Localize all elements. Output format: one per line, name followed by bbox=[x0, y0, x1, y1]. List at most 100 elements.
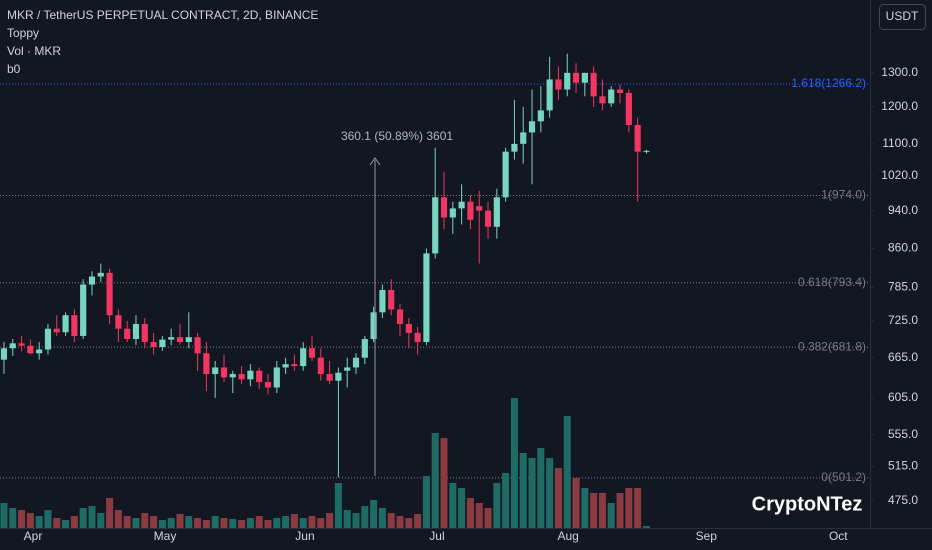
volume-bar bbox=[282, 516, 290, 528]
volume-bar bbox=[97, 513, 105, 528]
volume-bar bbox=[326, 513, 334, 528]
volume-bar bbox=[616, 493, 624, 528]
candle-body bbox=[132, 323, 140, 339]
volume-bar bbox=[546, 458, 554, 528]
candle-body bbox=[546, 79, 553, 111]
candle-body bbox=[432, 197, 439, 254]
volume-bar bbox=[387, 513, 395, 528]
candle-body bbox=[273, 367, 280, 388]
volume-bar bbox=[255, 516, 263, 528]
volume-bar bbox=[590, 493, 598, 528]
candle-body bbox=[300, 348, 307, 367]
volume-bar bbox=[572, 478, 580, 528]
fib-level-label: 1(974.0) bbox=[821, 188, 866, 202]
candle-body bbox=[44, 328, 52, 350]
candle-body bbox=[616, 89, 624, 93]
candle-body bbox=[528, 121, 536, 133]
volume-bar bbox=[352, 513, 360, 528]
candle-body bbox=[150, 342, 157, 348]
volume-bar bbox=[158, 520, 166, 528]
candle-body bbox=[467, 201, 474, 220]
candle-body bbox=[0, 348, 8, 360]
volume-bar bbox=[642, 526, 650, 528]
x-tick-label: Apr bbox=[24, 529, 43, 543]
candle-body bbox=[405, 323, 412, 333]
volume-bar bbox=[598, 493, 606, 528]
candle-body bbox=[27, 345, 34, 354]
volume-bar bbox=[79, 508, 87, 528]
volume-bar bbox=[246, 518, 254, 528]
chart-title: MKR / TetherUS PERPETUAL CONTRACT, 2D, B… bbox=[7, 8, 318, 22]
volume-bar bbox=[150, 516, 158, 528]
volume-bar bbox=[0, 503, 8, 528]
x-tick-label: May bbox=[154, 529, 177, 543]
candle-body bbox=[537, 110, 544, 122]
volume-bar bbox=[62, 520, 70, 528]
volume-bar bbox=[273, 518, 281, 528]
candle-body bbox=[361, 338, 368, 358]
x-tick-label: Sep bbox=[696, 529, 718, 543]
candle-body bbox=[291, 364, 298, 367]
candle-body bbox=[229, 374, 236, 378]
volume-bar bbox=[264, 520, 272, 528]
candle-body bbox=[493, 197, 500, 227]
volume-bar bbox=[484, 508, 492, 528]
volume-bar bbox=[396, 516, 404, 528]
candle-body bbox=[370, 312, 377, 339]
volume-bar bbox=[132, 518, 140, 528]
candle-body bbox=[124, 328, 131, 339]
candle-body bbox=[168, 337, 175, 340]
indicator: Toppy bbox=[7, 26, 39, 40]
x-tick-label: Jul bbox=[429, 529, 444, 543]
x-tick-label: Aug bbox=[557, 529, 578, 543]
candle-body bbox=[176, 337, 184, 343]
y-tick-label: 475.0 bbox=[888, 493, 918, 507]
volume-bar bbox=[361, 506, 369, 528]
volume-bar bbox=[528, 458, 536, 528]
candle-body bbox=[9, 343, 16, 349]
y-tick-label: 1100.0 bbox=[882, 136, 918, 150]
volume-bar bbox=[211, 516, 219, 528]
candle-body bbox=[458, 201, 465, 209]
volume-bar bbox=[26, 513, 34, 528]
candle-body bbox=[203, 353, 210, 375]
candle-body bbox=[449, 208, 456, 218]
candle-body bbox=[634, 124, 641, 152]
volume-bar bbox=[607, 503, 615, 528]
candle-body bbox=[608, 89, 615, 104]
volume-bar bbox=[405, 518, 413, 528]
candle-body bbox=[502, 151, 509, 198]
volume-bar bbox=[519, 453, 527, 528]
candle-body bbox=[599, 96, 606, 104]
volume-bar bbox=[378, 508, 386, 528]
currency-button[interactable] bbox=[879, 4, 926, 30]
volume-bar bbox=[220, 518, 228, 528]
candle-body bbox=[71, 315, 78, 336]
candle-body bbox=[256, 370, 263, 383]
volume-bar bbox=[70, 516, 78, 528]
volume-bar bbox=[35, 516, 43, 528]
volume-bar bbox=[18, 510, 26, 528]
fib-level-label: 0.382(681.8) bbox=[798, 339, 866, 353]
x-tick-label: Oct bbox=[829, 529, 848, 543]
y-tick-label: 1200.0 bbox=[881, 99, 918, 113]
volume-bar bbox=[290, 514, 298, 528]
volume-bar bbox=[202, 520, 210, 528]
measure-arrowhead bbox=[369, 157, 381, 166]
indicator: Vol · MKR bbox=[7, 44, 61, 58]
indicator: b0 bbox=[7, 62, 21, 76]
candle-body bbox=[379, 289, 386, 313]
volume-bar bbox=[53, 518, 61, 528]
candle-body bbox=[344, 367, 351, 371]
y-tick-label: 940.0 bbox=[888, 203, 918, 217]
volume-bar bbox=[502, 473, 510, 528]
volume-bar bbox=[449, 483, 457, 528]
candle-body bbox=[476, 206, 483, 211]
volume-bar bbox=[581, 488, 589, 528]
candle-body bbox=[388, 289, 395, 310]
volume-bar bbox=[343, 510, 351, 528]
currency-button-label[interactable]: USDT bbox=[886, 9, 919, 23]
volume-bar bbox=[422, 476, 430, 528]
candle-body bbox=[414, 332, 421, 343]
